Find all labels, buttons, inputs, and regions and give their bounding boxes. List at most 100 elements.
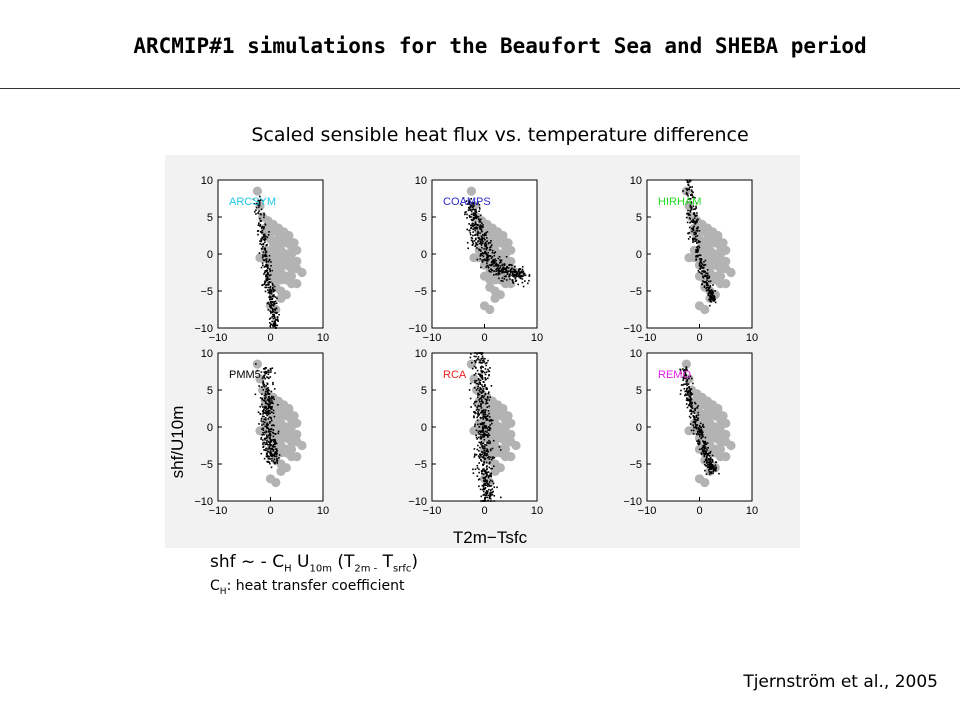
- model-point: [488, 264, 491, 266]
- model-point: [711, 467, 713, 469]
- model-point: [267, 234, 270, 236]
- model-point: [270, 444, 272, 446]
- model-point: [484, 242, 486, 245]
- model-point: [270, 452, 272, 454]
- model-point: [682, 370, 685, 372]
- model-point: [269, 285, 272, 288]
- model-point: [687, 209, 689, 212]
- model-point: [474, 223, 476, 225]
- model-point: [485, 434, 487, 436]
- model-point: [268, 268, 271, 271]
- model-point: [484, 500, 487, 502]
- model-point: [271, 316, 274, 318]
- model-point: [472, 208, 475, 210]
- model-point: [700, 264, 703, 267]
- model-point: [706, 442, 709, 444]
- model-point: [488, 428, 491, 430]
- model-point: [262, 238, 265, 241]
- model-point: [263, 226, 265, 228]
- model-point: [269, 450, 272, 452]
- model-point: [478, 433, 481, 435]
- model-point: [480, 403, 482, 405]
- model-point: [692, 424, 694, 426]
- model-point: [487, 370, 490, 372]
- model-point: [477, 352, 480, 354]
- model-point: [267, 278, 270, 280]
- model-point: [693, 418, 696, 420]
- model-point: [700, 258, 703, 261]
- model-point: [483, 252, 485, 255]
- model-point: [694, 418, 697, 421]
- model-point: [475, 453, 478, 456]
- model-point: [685, 367, 687, 370]
- model-point: [514, 277, 517, 280]
- model-point: [468, 202, 470, 205]
- model-point: [277, 430, 280, 433]
- model-point: [275, 452, 278, 454]
- model-point: [265, 278, 268, 281]
- model-point: [259, 195, 261, 198]
- model-point: [476, 258, 479, 261]
- model-point: [483, 493, 486, 496]
- model-point: [475, 359, 478, 361]
- model-point: [491, 244, 493, 246]
- model-point: [691, 237, 694, 240]
- model-point: [490, 268, 492, 271]
- model-point: [260, 452, 263, 455]
- model-point: [693, 412, 696, 414]
- model-point: [487, 491, 489, 493]
- model-point: [476, 227, 479, 229]
- model-point: [491, 480, 493, 483]
- model-point: [710, 289, 713, 291]
- model-point: [704, 281, 707, 283]
- model-point: [498, 446, 501, 448]
- model-point: [273, 440, 276, 442]
- model-point: [682, 384, 684, 386]
- model-point: [482, 409, 484, 412]
- model-point: [486, 362, 488, 364]
- model-point: [272, 412, 275, 414]
- model-point: [702, 275, 704, 278]
- model-point: [260, 266, 263, 269]
- model-point: [264, 449, 267, 451]
- model-point: [712, 464, 714, 467]
- model-point: [697, 431, 699, 434]
- model-point: [486, 490, 488, 492]
- model-point: [476, 369, 479, 372]
- model-point: [258, 252, 261, 254]
- model-point: [274, 325, 276, 328]
- model-point: [260, 243, 263, 246]
- model-point: [270, 265, 272, 267]
- model-point: [706, 452, 708, 455]
- model-point: [273, 315, 276, 317]
- model-point: [277, 319, 279, 321]
- model-point: [482, 487, 485, 490]
- model-point: [475, 217, 477, 219]
- model-point: [688, 377, 690, 380]
- y-tick-label: −10: [408, 323, 427, 335]
- model-point: [269, 451, 271, 454]
- model-point: [510, 271, 512, 274]
- model-point: [269, 292, 271, 295]
- model-point: [493, 252, 496, 254]
- model-point: [478, 242, 481, 245]
- model-point: [485, 425, 487, 427]
- model-point: [476, 467, 479, 469]
- model-point: [679, 368, 681, 371]
- model-point: [267, 458, 270, 460]
- model-point: [488, 374, 490, 376]
- model-point: [705, 447, 707, 450]
- model-point: [709, 289, 712, 292]
- model-point: [262, 259, 265, 261]
- model-point: [492, 456, 494, 458]
- model-point: [700, 283, 703, 286]
- model-point: [268, 400, 270, 403]
- model-point: [689, 398, 691, 401]
- model-point: [476, 247, 478, 249]
- observation-point: [715, 249, 726, 259]
- model-point: [276, 297, 278, 300]
- model-point: [275, 448, 277, 450]
- model-point: [271, 448, 274, 451]
- model-point: [704, 463, 706, 466]
- model-point: [477, 411, 479, 413]
